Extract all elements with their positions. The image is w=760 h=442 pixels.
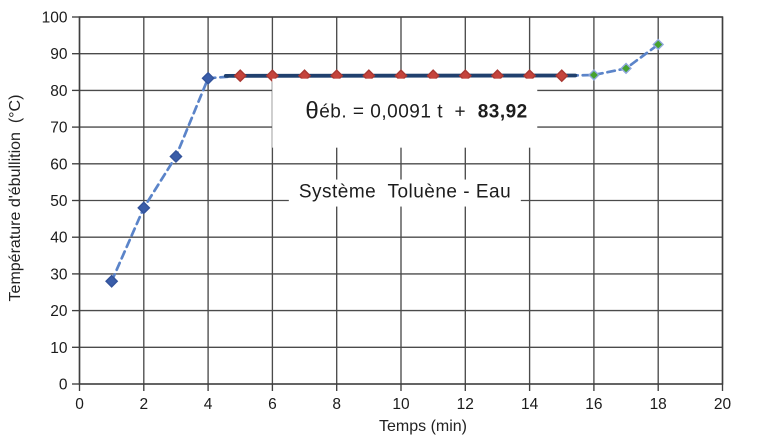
data-point-heating-t1 [105, 274, 119, 288]
y-axis-title: Température d'ébullition (°C) [7, 94, 24, 302]
equation-text: éb. = 0,0091 t + [319, 101, 478, 123]
x-tick-label: 14 [521, 396, 539, 413]
data-point-heating-t4 [201, 71, 215, 85]
y-tick-label: 30 [50, 266, 68, 283]
y-tick-label: 20 [50, 303, 68, 320]
x-tick-label: 4 [204, 396, 213, 413]
equation-intercept-value: 83,92 [477, 101, 528, 123]
y-tick-label: 40 [50, 230, 68, 247]
y-tick-label: 60 [50, 156, 68, 173]
data-point-plateau-t5 [233, 69, 247, 83]
y-tick-label: 70 [50, 120, 68, 137]
x-tick-label: 12 [457, 396, 474, 413]
y-tick-label: 50 [50, 193, 68, 210]
y-tick-label: 100 [42, 10, 68, 27]
data-point-heating-t2 [137, 201, 151, 215]
x-tick-label: 0 [75, 396, 84, 413]
data-point-plateau-t15 [555, 69, 569, 83]
x-tick-label: 10 [392, 396, 410, 413]
system-name-label: Système Toluène - Eau [288, 179, 522, 207]
trendline-equation-label: θéb. = 0,0091 t + 83,92 [272, 78, 538, 148]
x-tick-label: 16 [585, 396, 602, 413]
y-tick-label: 0 [59, 377, 68, 394]
y-tick-label: 10 [50, 340, 68, 357]
data-point-heating-t3 [169, 149, 183, 164]
x-tick-label: 18 [650, 396, 667, 413]
x-tick-label: 20 [714, 396, 732, 413]
theta-symbol: θ [305, 97, 320, 125]
data-point-final-t16 [588, 69, 600, 81]
y-tick-label: 80 [50, 83, 68, 100]
plot-border [78, 16, 724, 385]
x-tick-label: 6 [268, 396, 277, 413]
y-tick-label: 90 [50, 46, 68, 63]
data-point-final-t17 [620, 62, 632, 75]
data-point-final-t18 [652, 38, 665, 51]
x-axis-title: Temps (min) [378, 418, 468, 435]
x-tick-label: 2 [139, 396, 148, 413]
x-tick-label: 8 [332, 396, 341, 413]
